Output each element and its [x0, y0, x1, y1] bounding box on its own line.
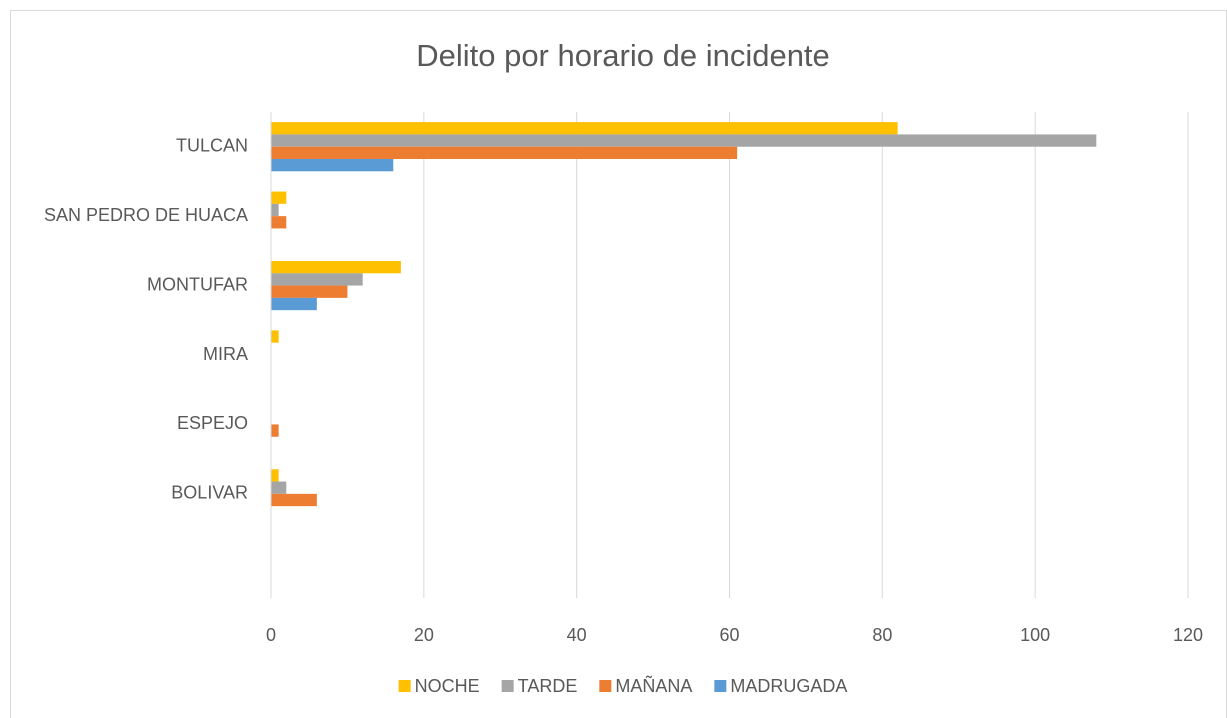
x-tick-label: 40	[567, 625, 587, 645]
bar	[271, 469, 279, 482]
legend-label: TARDE	[518, 676, 578, 696]
y-tick-label: BOLIVAR	[171, 483, 248, 503]
bar	[271, 216, 287, 229]
bar	[271, 134, 1097, 147]
x-tick-label: 80	[872, 625, 892, 645]
legend-label: MAÑANA	[615, 675, 692, 696]
y-tick-label: ESPEJO	[177, 413, 248, 433]
x-tick-label: 120	[1173, 625, 1203, 645]
legend-swatch	[501, 680, 514, 692]
bar	[271, 191, 287, 204]
y-tick-label: MIRA	[203, 344, 248, 364]
chart-frame	[10, 10, 1227, 718]
x-tick-label: 60	[719, 625, 739, 645]
legend-swatch	[599, 680, 612, 692]
legend-label: NOCHE	[415, 676, 480, 696]
bar	[271, 424, 279, 437]
legend-label: MADRUGADA	[730, 676, 847, 696]
bar	[271, 260, 401, 274]
bar	[271, 297, 317, 311]
bar	[271, 159, 394, 172]
x-tick-label: 20	[414, 625, 434, 645]
bar	[271, 122, 898, 135]
chart-title: Delito por horario de incidente	[416, 38, 830, 73]
y-tick-label: TULCAN	[176, 135, 248, 155]
bar	[271, 330, 279, 343]
bar	[271, 481, 287, 494]
bar	[271, 493, 317, 507]
bar	[271, 273, 363, 286]
y-tick-label: MONTUFAR	[147, 274, 248, 294]
y-tick-label: SAN PEDRO DE HUACA	[44, 205, 248, 225]
bar	[271, 285, 348, 298]
legend-swatch	[714, 680, 727, 692]
legend-swatch	[398, 680, 411, 692]
x-tick-label: 100	[1020, 625, 1050, 645]
bar	[271, 203, 279, 217]
bar	[271, 146, 738, 160]
x-tick-label: 0	[266, 625, 276, 645]
